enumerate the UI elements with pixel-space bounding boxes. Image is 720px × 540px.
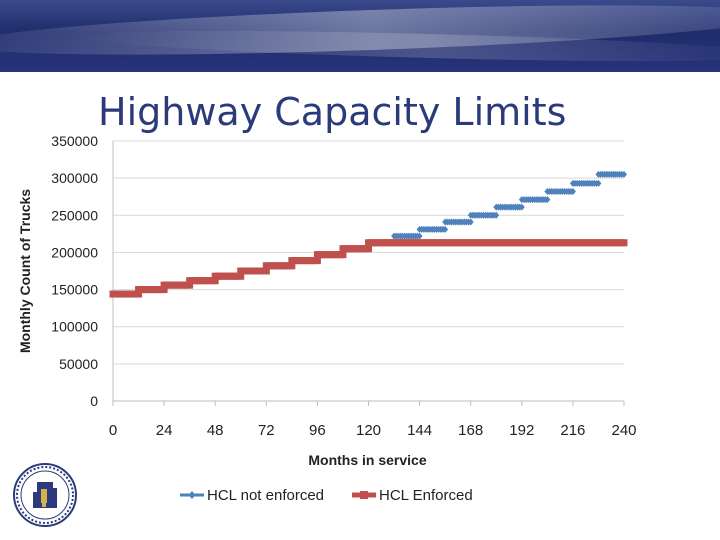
data-point-square — [211, 277, 219, 285]
data-point-diamond — [569, 188, 576, 196]
y-tick-label: 0 — [90, 393, 98, 409]
x-axis-label: Months in service — [308, 452, 426, 468]
data-point-square — [186, 281, 194, 289]
x-tick-label: 24 — [156, 422, 173, 439]
y-tick-label: 300000 — [51, 170, 98, 186]
x-tick-label: 96 — [309, 422, 326, 439]
data-point-diamond — [416, 232, 423, 240]
series-hcl-enforced — [109, 239, 628, 298]
x-tick-label: 120 — [356, 422, 381, 439]
data-point-square — [237, 272, 245, 280]
data-point-square — [339, 251, 347, 259]
data-point-square — [160, 286, 168, 294]
x-tick-label: 168 — [458, 422, 483, 439]
y-axis-label: Monthly Count of Trucks — [17, 189, 33, 353]
data-point-diamond — [621, 170, 627, 178]
series-hcl-not-enforced — [391, 170, 627, 240]
x-tick-label: 216 — [560, 422, 585, 439]
x-tick-label: 240 — [611, 422, 636, 439]
data-point-diamond — [493, 211, 500, 219]
data-point-diamond — [544, 196, 551, 204]
y-tick-label: 250000 — [51, 207, 98, 223]
data-point-square — [620, 239, 628, 247]
legend-marker-square — [360, 491, 368, 499]
data-point-diamond — [595, 179, 602, 187]
y-tick-label: 150000 — [51, 282, 98, 298]
x-tick-label: 0 — [109, 422, 117, 439]
data-point-square — [262, 267, 270, 275]
header-banner — [0, 0, 720, 72]
y-tick-label: 100000 — [51, 319, 98, 335]
x-tick-label: 72 — [258, 422, 275, 439]
data-point-square — [313, 257, 321, 265]
legend-marker-diamond — [188, 491, 196, 499]
x-tick-label: 48 — [207, 422, 224, 439]
x-tick-label: 192 — [509, 422, 534, 439]
legend-label: HCL not enforced — [207, 487, 324, 504]
indot-seal-logo — [13, 463, 77, 527]
legend-label: HCL Enforced — [379, 487, 473, 504]
data-point-diamond — [442, 225, 449, 233]
y-tick-label: 200000 — [51, 244, 98, 260]
data-point-square — [135, 290, 143, 298]
data-point-square — [288, 262, 296, 270]
y-tick-label: 50000 — [59, 356, 98, 372]
slide-title: Highway Capacity Limits — [98, 90, 567, 134]
y-tick-label: 350000 — [51, 133, 98, 149]
x-tick-label: 144 — [407, 422, 432, 439]
data-point-square — [365, 245, 372, 253]
data-point-diamond — [518, 203, 525, 211]
data-point-diamond — [467, 218, 474, 226]
